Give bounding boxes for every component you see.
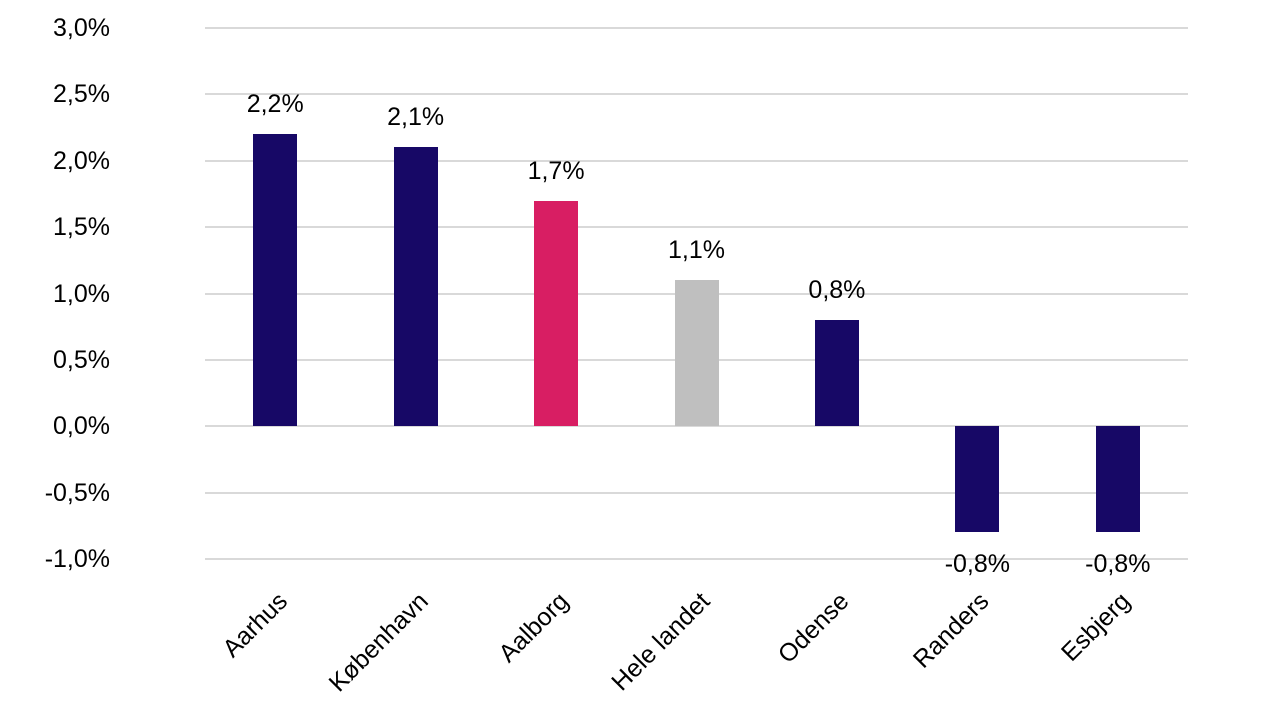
bar-aalborg	[534, 200, 579, 427]
data-label: 2,1%	[387, 103, 445, 132]
bar-hele-landet	[674, 280, 719, 427]
y-tick-label: 2,0%	[53, 146, 110, 175]
bar-odense	[814, 320, 859, 427]
bar-esbjerg	[1095, 426, 1140, 533]
x-tick-label: København	[323, 587, 434, 698]
y-tick-label: -1,0%	[44, 545, 110, 573]
gridline	[205, 159, 1188, 162]
y-tick-label: 1,5%	[53, 213, 110, 242]
x-tick-label: Aarhus	[217, 587, 294, 663]
bar-københavn	[393, 147, 438, 427]
bar-randers	[955, 426, 1000, 533]
y-tick-label: 1,0%	[53, 279, 110, 308]
y-tick-label: -0,5%	[44, 478, 110, 507]
x-tick-label: Hele landet	[605, 587, 715, 697]
x-tick-label: Randers	[908, 587, 995, 674]
data-label: 2,2%	[246, 90, 304, 119]
gridline	[205, 93, 1188, 96]
gridline	[205, 27, 1188, 29]
gridline	[205, 491, 1188, 494]
y-tick-label: 2,5%	[53, 80, 110, 109]
y-tick-label: 3,0%	[53, 14, 110, 42]
data-label: 1,1%	[668, 236, 725, 265]
x-tick-label: Esbjerg	[1055, 587, 1136, 667]
data-label: -0,8%	[944, 550, 1010, 579]
data-label: 0,8%	[808, 276, 866, 305]
data-label: 1,7%	[527, 156, 585, 185]
gridline	[205, 558, 1188, 560]
y-tick-label: 0,0%	[53, 412, 110, 441]
x-tick-label: Aalborg	[493, 587, 575, 668]
data-label: -0,8%	[1085, 550, 1151, 579]
y-tick-label: 0,5%	[53, 345, 110, 374]
x-tick-label: Odense	[772, 587, 855, 669]
bar-aarhus	[253, 134, 298, 427]
gridline	[205, 226, 1188, 229]
gridline	[205, 425, 1188, 428]
